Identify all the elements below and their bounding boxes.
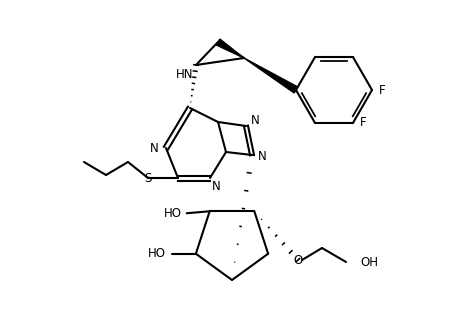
Text: N: N xyxy=(258,150,266,164)
Text: O: O xyxy=(293,253,302,267)
Text: S: S xyxy=(144,172,152,185)
Text: HN: HN xyxy=(175,69,192,81)
Text: N: N xyxy=(150,141,159,155)
Text: HO: HO xyxy=(147,247,166,260)
Text: N: N xyxy=(212,181,220,194)
Polygon shape xyxy=(243,58,297,93)
Text: N: N xyxy=(250,115,259,128)
Text: F: F xyxy=(359,117,366,129)
Polygon shape xyxy=(216,39,243,58)
Text: F: F xyxy=(378,83,385,97)
Text: HO: HO xyxy=(163,207,181,220)
Text: OH: OH xyxy=(359,255,377,269)
